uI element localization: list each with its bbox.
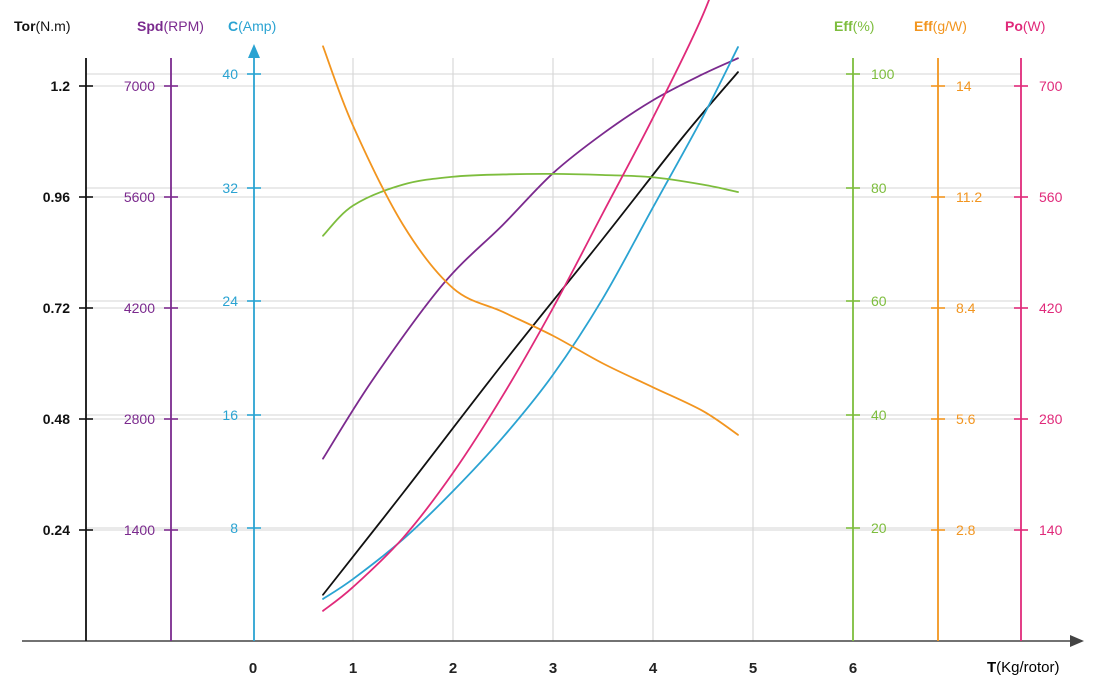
axis-title-effp: Eff(%) — [834, 18, 874, 34]
axis-tick-label-effp: 60 — [871, 293, 887, 309]
x-axis-arrow — [1070, 635, 1084, 647]
axis-tick-label-effg: 8.4 — [956, 300, 976, 316]
current-axis-arrow — [248, 44, 260, 58]
axis-tick-label-effp: 20 — [871, 520, 887, 536]
axis-tick-label-po: 560 — [1039, 189, 1063, 205]
axis-name: Eff — [914, 18, 933, 34]
axis-title-po: Po(W) — [1005, 18, 1045, 34]
axis-tick-label-po: 280 — [1039, 411, 1063, 427]
axis-tick-label-po: 700 — [1039, 78, 1063, 94]
axis-tick-label-tor: 0.24 — [43, 522, 70, 538]
series-line-current — [322, 46, 739, 600]
axis-tick-label-spd: 7000 — [124, 78, 155, 94]
series-line-torque — [322, 71, 739, 596]
axis-tick-label-spd: 5600 — [124, 189, 155, 205]
axis-title-effg: Eff(g/W) — [914, 18, 967, 34]
axis-tick-label-effp: 80 — [871, 180, 887, 196]
axis-tick-label-spd: 2800 — [124, 411, 155, 427]
axis-tick-label-cur: 16 — [222, 407, 238, 423]
axis-tick-label-cur: 8 — [230, 520, 238, 536]
axis-tick-label-spd: 4200 — [124, 300, 155, 316]
axis-name: C — [228, 18, 239, 34]
x-tick-label: 1 — [349, 660, 357, 677]
axis-title-cur: C(Amp) — [228, 18, 276, 34]
axis-tick-label-cur: 40 — [222, 66, 238, 82]
series-line-output-power — [322, 0, 710, 612]
axis-tick-label-effp: 100 — [871, 66, 895, 82]
axis-tick-label-effg: 14 — [956, 78, 972, 94]
axis-unit: (%) — [852, 18, 875, 34]
x-tick-label: 2 — [449, 660, 457, 677]
series-line-efficiency- — [322, 172, 739, 237]
series-line-efficiency-g-w — [322, 45, 739, 436]
axis-tick-label-effg: 5.6 — [956, 411, 976, 427]
axis-tick-label-tor: 0.96 — [43, 189, 70, 205]
axis-title-tor: Tor(N.m) — [14, 18, 71, 34]
axis-unit: (Amp) — [238, 18, 277, 34]
axis-tick-label-po: 140 — [1039, 522, 1063, 538]
axis-tick-label-cur: 32 — [222, 180, 238, 196]
axis-name: Po — [1005, 18, 1023, 34]
axis-unit: (N.m) — [35, 18, 71, 34]
axis-tick-label-tor: 0.72 — [43, 300, 70, 316]
x-axis-name: T — [987, 659, 997, 676]
axis-name: Eff — [834, 18, 853, 34]
axis-tick-label-effp: 40 — [871, 407, 887, 423]
axis-name: Tor — [14, 18, 36, 34]
axis-tick-label-tor: 0.48 — [43, 411, 70, 427]
x-axis-title: T(Kg/rotor) — [987, 659, 1060, 676]
axis-unit: (g/W) — [932, 18, 967, 34]
axis-unit: (RPM) — [163, 18, 204, 34]
axis-unit: (W) — [1022, 18, 1046, 34]
axis-tick-label-cur: 24 — [222, 293, 238, 309]
x-tick-label: 5 — [749, 660, 757, 677]
x-tick-label: 3 — [549, 660, 557, 677]
x-tick-label: 6 — [849, 660, 857, 677]
axis-tick-label-tor: 1.2 — [51, 78, 71, 94]
axis-title-spd: Spd(RPM) — [137, 18, 204, 34]
axis-tick-label-po: 420 — [1039, 300, 1063, 316]
x-tick-label: 4 — [649, 660, 658, 677]
axis-tick-label-effg: 11.2 — [956, 189, 982, 205]
series-line-speed — [322, 57, 739, 460]
axis-name: Spd — [137, 18, 164, 34]
axis-tick-label-spd: 1400 — [124, 522, 155, 538]
x-tick-label: 0 — [249, 660, 257, 677]
axis-tick-label-effg: 2.8 — [956, 522, 976, 538]
x-axis-unit: (Kg/rotor) — [996, 659, 1060, 676]
